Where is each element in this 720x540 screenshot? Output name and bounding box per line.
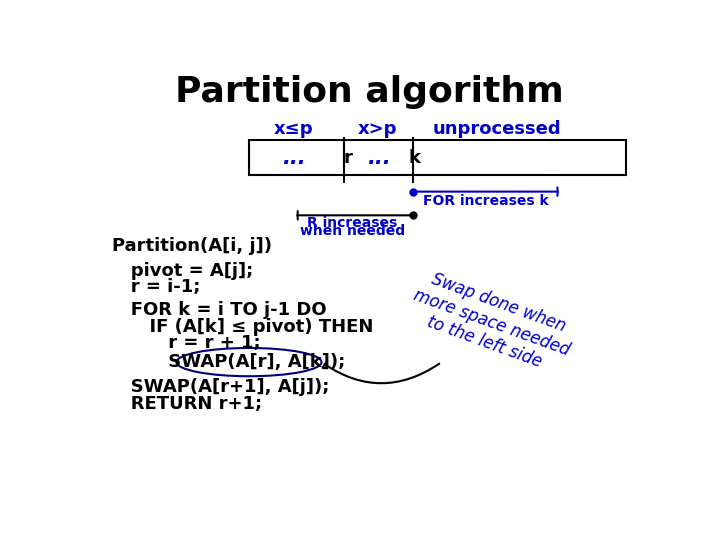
Text: Partition algorithm: Partition algorithm — [175, 75, 563, 109]
Text: ...: ... — [367, 147, 391, 167]
Text: when needed: when needed — [300, 224, 405, 238]
Text: RETURN r+1;: RETURN r+1; — [112, 395, 263, 413]
Text: R increases: R increases — [307, 216, 397, 230]
Text: x≤p: x≤p — [274, 120, 313, 138]
Text: FOR increases k: FOR increases k — [423, 194, 549, 208]
Text: FOR k = i TO j-1 DO: FOR k = i TO j-1 DO — [112, 301, 327, 319]
Text: pivot = A[j];: pivot = A[j]; — [112, 261, 253, 280]
Bar — [249, 140, 626, 175]
Text: r = i-1;: r = i-1; — [112, 278, 201, 296]
Text: x>p: x>p — [358, 120, 397, 138]
Text: r: r — [343, 148, 352, 166]
Text: k: k — [409, 148, 420, 166]
Text: r = r + 1;: r = r + 1; — [112, 334, 261, 353]
Text: ...: ... — [282, 147, 305, 167]
Text: SWAP(A[r+1], A[j]);: SWAP(A[r+1], A[j]); — [112, 378, 330, 396]
Text: Swap done when
more space needed
to the left side: Swap done when more space needed to the … — [404, 266, 580, 379]
Text: IF (A[k] ≤ pivot) THEN: IF (A[k] ≤ pivot) THEN — [112, 318, 374, 336]
Text: unprocessed: unprocessed — [433, 120, 562, 138]
Text: Partition(A[i, j]): Partition(A[i, j]) — [112, 237, 272, 255]
Text: SWAP(A[r], A[k]);: SWAP(A[r], A[k]); — [112, 353, 346, 371]
